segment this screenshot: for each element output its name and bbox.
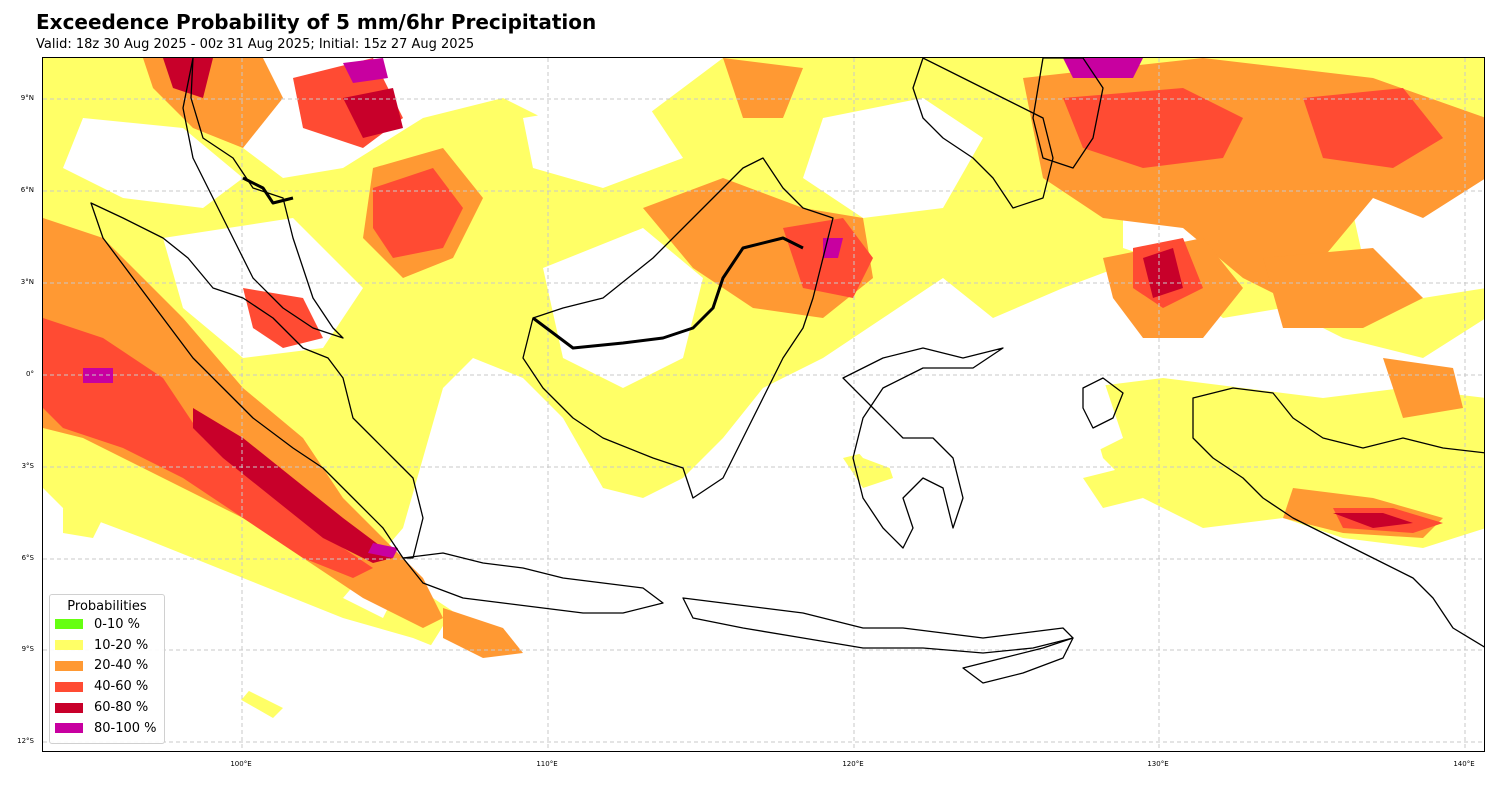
- coastlines: [90, 58, 1484, 684]
- legend-label: 0-10 %: [94, 616, 140, 632]
- legend-label: 40-60 %: [94, 679, 149, 695]
- borneo-coast: [522, 157, 834, 499]
- lon-tick-label: 110°E: [536, 760, 558, 768]
- lat-tick-label: 3°S: [21, 462, 34, 470]
- lat-tick-label: 3°N: [20, 278, 34, 286]
- chart-subtitle: Valid: 18z 30 Aug 2025 - 00z 31 Aug 2025…: [36, 37, 475, 52]
- legend-label: 60-80 %: [94, 700, 149, 716]
- legend-swatch: [55, 681, 83, 692]
- prob-80-100-layer: [83, 58, 1143, 558]
- sumatra-coast: [90, 202, 424, 559]
- legend-swatch: [55, 702, 83, 713]
- legend-swatch: [55, 640, 83, 651]
- mindanao-coast: [1032, 58, 1104, 169]
- map-panel: [42, 57, 1485, 752]
- legend: Probabilities 0-10 % 10-20 % 20-40 % 40-…: [49, 594, 165, 744]
- legend-label: 10-20 %: [94, 637, 149, 653]
- philippines-coast: [912, 58, 1054, 209]
- lat-tick-label: 6°N: [20, 186, 34, 194]
- legend-item: 80-100 %: [50, 718, 164, 739]
- malay-peninsula-coast: [182, 58, 344, 339]
- lat-tick-label: 9°S: [21, 645, 34, 653]
- lesser-sunda-coast: [682, 597, 1074, 654]
- legend-swatch: [55, 660, 83, 671]
- timor-coast: [962, 637, 1074, 684]
- prob-60-80-layer: [163, 58, 1413, 563]
- lon-tick-label: 140°E: [1453, 760, 1475, 768]
- lon-tick-label: 100°E: [230, 760, 252, 768]
- new-guinea-coast: [1192, 387, 1484, 648]
- lon-tick-label: 120°E: [842, 760, 864, 768]
- lon-tick-label: 130°E: [1147, 760, 1169, 768]
- malaysia-border: [242, 176, 294, 205]
- halmahera-coast: [1082, 377, 1124, 429]
- legend-item: 40-60 %: [50, 676, 164, 697]
- legend-item: 10-20 %: [50, 635, 164, 656]
- gridlines: [43, 58, 1484, 751]
- legend-title: Probabilities: [67, 599, 147, 614]
- lat-tick-label: 9°N: [20, 94, 34, 102]
- legend-label: 80-100 %: [94, 720, 157, 736]
- sulawesi-coast: [842, 347, 1004, 549]
- chart-title: Exceedence Probability of 5 mm/6hr Preci…: [36, 10, 597, 34]
- borneo-border: [532, 236, 804, 350]
- legend-label: 20-40 %: [94, 658, 149, 674]
- lat-tick-label: 0°: [26, 370, 34, 378]
- java-coast: [402, 552, 664, 614]
- lat-tick-label: 6°S: [21, 554, 34, 562]
- lat-tick-label: 12°S: [17, 737, 34, 745]
- legend-swatch: [55, 723, 83, 734]
- legend-swatch: [55, 619, 83, 630]
- legend-item: 60-80 %: [50, 697, 164, 718]
- legend-item: 0-10 %: [50, 614, 164, 635]
- map-canvas: [43, 58, 1484, 751]
- legend-item: 20-40 %: [50, 656, 164, 677]
